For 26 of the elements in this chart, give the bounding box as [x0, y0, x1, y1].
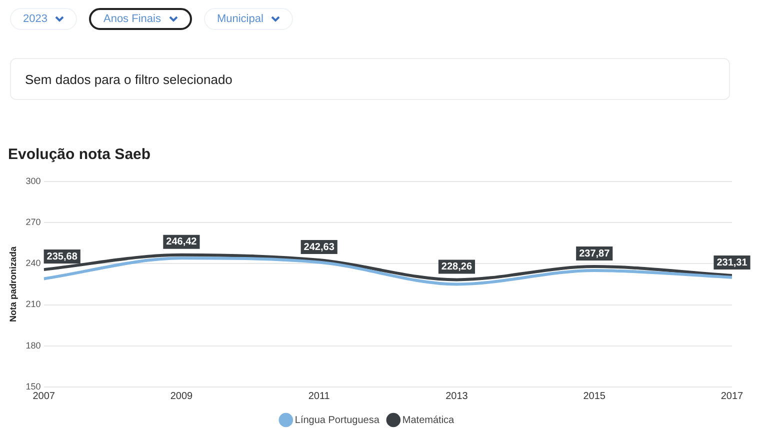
y-axis-title: Nota padronizada	[8, 245, 18, 322]
chart-title: Evolução nota Saeb	[8, 146, 151, 163]
x-tick-label: 2015	[583, 390, 606, 402]
text: 2023	[23, 13, 48, 25]
x-tick-label: 2011	[308, 390, 330, 402]
x-tick-label: 2009	[170, 390, 194, 402]
data-label: 237,87	[579, 248, 610, 260]
y-tick-label: 270	[26, 217, 41, 228]
text: Sem dados para o filtro selecionado	[10, 58, 730, 100]
x-tick-label: 2013	[446, 390, 468, 402]
x-tick-label: 2007	[32, 390, 56, 402]
y-tick-label: 180	[26, 340, 41, 350]
data-label: 231,31	[716, 257, 748, 268]
text: Anos Finais	[103, 13, 161, 25]
text: Municipal	[216, 13, 264, 25]
y-tick-label: 210	[26, 299, 41, 310]
data-label: 228,26	[441, 261, 472, 272]
x-tick-label: 2017	[720, 390, 744, 402]
data-label: 246,42	[166, 236, 198, 248]
legend-label: Língua Portuguesa	[294, 414, 380, 426]
data-label: 242,63	[304, 242, 335, 253]
y-tick-label: 240	[26, 258, 41, 268]
y-tick-label: 300	[26, 176, 41, 186]
data-label: 235,68	[46, 251, 78, 262]
y-tick-label: 150	[26, 381, 41, 392]
legend-label: Matemática	[402, 414, 455, 426]
